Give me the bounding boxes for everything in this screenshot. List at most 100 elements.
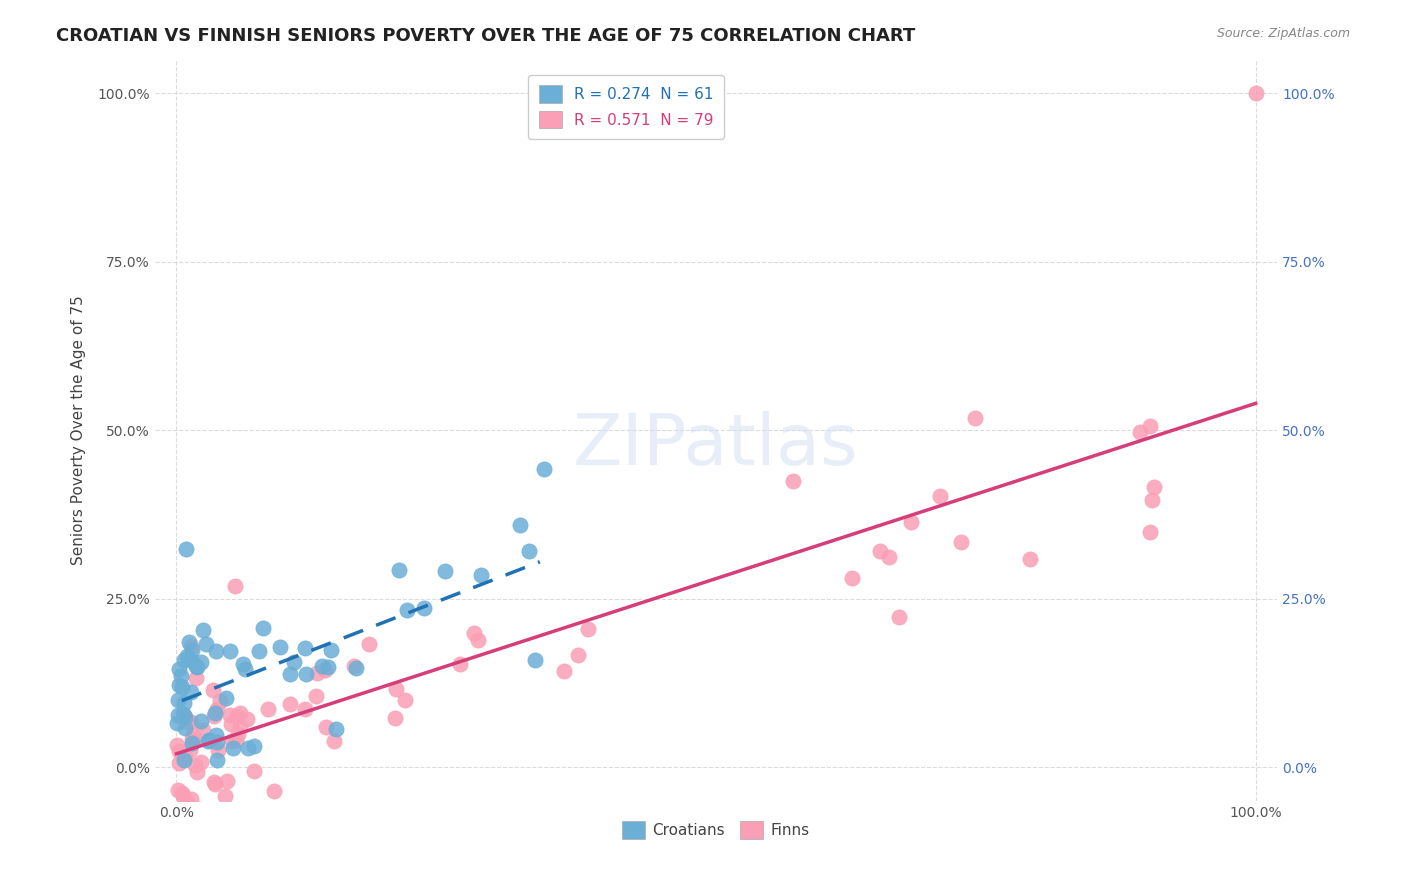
Text: ZIPatlas: ZIPatlas [574,410,859,480]
Point [172,706,194,721]
Point [194,637,217,651]
Point [209,694,232,708]
Point [205,644,228,658]
Point [229,706,252,721]
Point [235,712,257,726]
Point [166,738,188,752]
Point [782,475,804,489]
Point [467,632,489,647]
Point [190,755,212,769]
Point [1244,87,1267,101]
Point [449,657,471,672]
Point [174,542,197,557]
Point [201,683,224,698]
Point [186,764,208,779]
Legend: Croatians, Finns: Croatians, Finns [616,815,817,845]
Point [173,750,195,764]
Point [222,741,245,756]
Point [221,733,243,747]
Point [214,789,236,803]
Point [553,665,575,679]
Point [1129,425,1152,439]
Point [180,685,202,699]
Point [523,652,546,666]
Point [567,648,589,662]
Point [181,728,204,742]
Point [186,659,208,673]
Point [219,707,242,722]
Point [413,601,436,615]
Point [357,636,380,650]
Point [1019,552,1042,566]
Point [470,567,492,582]
Point [184,671,207,685]
Point [1139,524,1161,539]
Point [179,743,201,757]
Point [316,660,339,674]
Point [294,641,316,656]
Point [181,736,204,750]
Point [176,649,198,664]
Point [517,544,540,558]
Point [305,665,328,680]
Point [963,410,986,425]
Point [396,603,419,617]
Point [191,723,214,737]
Point [205,728,228,742]
Point [342,659,364,673]
Point [928,490,950,504]
Point [283,656,305,670]
Point [294,702,316,716]
Point [323,733,346,747]
Point [180,715,202,730]
Point [173,708,195,723]
Point [321,643,343,657]
Point [1139,418,1161,433]
Point [217,773,239,788]
Point [229,719,252,733]
Point [172,789,194,804]
Point [869,543,891,558]
Point [174,710,197,724]
Point [190,655,212,669]
Point [169,662,191,676]
Point [225,733,247,747]
Point [841,571,863,585]
Point [232,657,254,672]
Point [325,722,347,736]
Point [169,756,191,770]
Point [173,754,195,768]
Point [202,774,225,789]
Point [204,706,226,720]
Point [180,639,202,653]
Point [167,744,190,758]
Point [278,698,301,712]
Point [236,741,259,756]
Point [218,644,240,658]
Point [1142,480,1164,494]
Point [197,734,219,748]
Point [166,715,188,730]
Point [170,786,193,800]
Point [176,715,198,730]
Point [900,516,922,530]
Point [174,721,197,735]
Point [167,783,190,797]
Point [184,659,207,673]
Point [394,692,416,706]
Point [180,653,202,667]
Point [385,682,408,697]
Point [167,693,190,707]
Point [180,792,202,806]
Point [207,743,229,757]
Point [204,777,226,791]
Point [191,623,214,637]
Point [190,714,212,728]
Point [176,797,198,811]
Point [247,643,270,657]
Point [215,691,238,706]
Y-axis label: Seniors Poverty Over the Age of 75: Seniors Poverty Over the Age of 75 [72,295,86,566]
Point [388,564,411,578]
Point [173,696,195,710]
Point [179,635,201,649]
